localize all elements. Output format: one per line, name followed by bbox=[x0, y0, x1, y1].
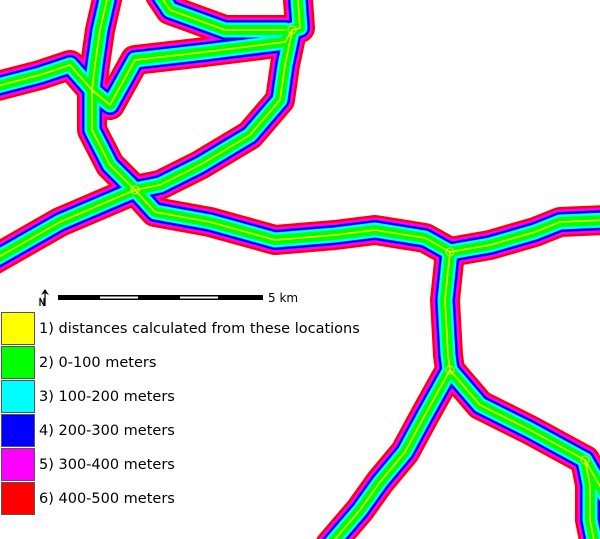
legend-item: 1) distances calculated from these locat… bbox=[0, 312, 400, 346]
junction-marker bbox=[580, 455, 590, 465]
source-road-line bbox=[0, 189, 136, 258]
junction-marker bbox=[287, 25, 297, 35]
legend-label: 4) 200-300 meters bbox=[39, 423, 175, 439]
legend-label: 5) 300-400 meters bbox=[39, 457, 175, 473]
source-road-line bbox=[584, 459, 595, 539]
legend-swatch-cyan bbox=[1, 380, 35, 413]
legend-item: 6) 400-500 meters bbox=[0, 482, 400, 516]
legend-swatch-red bbox=[1, 482, 35, 515]
scale-bar bbox=[58, 295, 263, 300]
source-road-line bbox=[449, 369, 600, 488]
source-road-line bbox=[334, 369, 451, 539]
source-road-line bbox=[91, 89, 136, 191]
legend-item: 3) 100-200 meters bbox=[0, 380, 400, 414]
legend-swatch-magenta bbox=[1, 448, 35, 481]
legend-label: 2) 0-100 meters bbox=[39, 355, 157, 371]
legend-item: 4) 200-300 meters bbox=[0, 414, 400, 448]
north-arrow-icon bbox=[39, 289, 49, 307]
source-road-line bbox=[91, 0, 108, 91]
legend-item: 5) 300-400 meters bbox=[0, 448, 400, 482]
source-road-line bbox=[134, 189, 600, 253]
junction-marker bbox=[445, 247, 455, 257]
legend-swatch-blue bbox=[1, 414, 35, 447]
source-road-line bbox=[162, 0, 286, 31]
legend-swatch-green bbox=[1, 346, 35, 379]
legend-label: 1) distances calculated from these locat… bbox=[39, 321, 360, 337]
legend-swatch-yellow bbox=[1, 312, 35, 345]
legend-item: 2) 0-100 meters bbox=[0, 346, 400, 380]
legend-label: 6) 400-500 meters bbox=[39, 491, 175, 507]
scale-label: 5 km bbox=[268, 291, 299, 305]
source-road-line bbox=[0, 0, 301, 106]
source-road-line bbox=[134, 31, 293, 191]
source-road-line bbox=[444, 251, 451, 371]
junction-marker bbox=[130, 185, 140, 195]
junction-marker bbox=[445, 365, 455, 375]
legend-label: 3) 100-200 meters bbox=[39, 389, 175, 405]
